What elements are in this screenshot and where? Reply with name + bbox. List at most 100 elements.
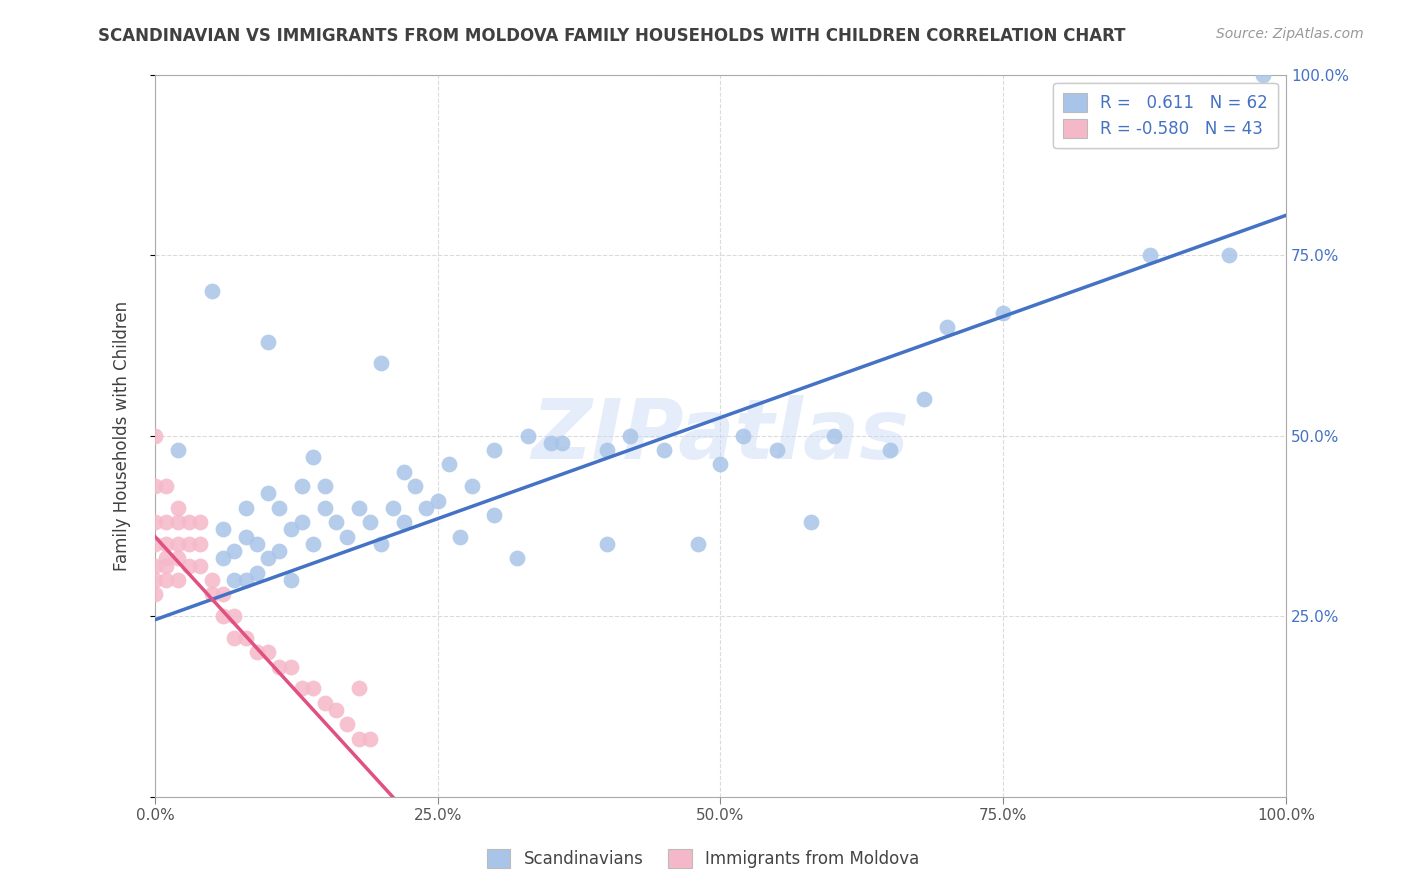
Point (224, 544, 246, 558)
Point (912, 392, 935, 407)
Point (517, 428, 540, 442)
Point (269, 500, 291, 515)
Point (506, 551, 529, 566)
Point (155, 479, 177, 493)
Y-axis label: Family Households with Children: Family Households with Children (114, 301, 131, 571)
Point (325, 703, 347, 717)
Point (224, 631, 246, 645)
Point (155, 551, 177, 566)
Point (188, 558, 211, 573)
Point (1253, 68, 1275, 82)
Point (166, 551, 188, 566)
Point (200, 573, 222, 587)
Point (392, 515, 415, 529)
Point (155, 537, 177, 551)
Point (166, 573, 188, 587)
Point (235, 573, 257, 587)
Point (177, 515, 200, 529)
Point (1218, 248, 1240, 262)
Point (709, 458, 731, 472)
Point (224, 609, 246, 624)
Point (246, 537, 269, 551)
Point (619, 428, 641, 442)
Point (212, 523, 235, 537)
Point (246, 566, 269, 580)
Point (449, 530, 471, 544)
Point (166, 537, 188, 551)
Point (302, 537, 325, 551)
Point (426, 493, 449, 508)
Point (935, 320, 957, 334)
Point (325, 515, 347, 529)
Point (143, 573, 166, 587)
Point (188, 537, 211, 551)
Point (336, 530, 359, 544)
Point (291, 479, 314, 493)
Point (381, 500, 404, 515)
Point (269, 544, 291, 558)
Point (1139, 248, 1161, 262)
Point (280, 523, 302, 537)
Point (257, 334, 280, 349)
Point (800, 515, 823, 529)
Point (257, 551, 280, 566)
Point (291, 515, 314, 529)
Point (166, 443, 188, 458)
Point (143, 587, 166, 601)
Point (143, 558, 166, 573)
Point (269, 659, 291, 673)
Point (291, 681, 314, 696)
Point (143, 515, 166, 529)
Point (314, 696, 336, 710)
Point (257, 645, 280, 659)
Point (257, 486, 280, 500)
Point (314, 479, 336, 493)
Point (484, 508, 506, 522)
Text: Source: ZipAtlas.com: Source: ZipAtlas.com (1216, 27, 1364, 41)
Point (177, 558, 200, 573)
Point (143, 428, 166, 442)
Legend: R =   0.611   N = 62, R = -0.580   N = 43: R = 0.611 N = 62, R = -0.580 N = 43 (1053, 83, 1278, 148)
Point (246, 645, 269, 659)
Point (370, 537, 392, 551)
Point (484, 443, 506, 458)
Point (347, 500, 370, 515)
Text: SCANDINAVIAN VS IMMIGRANTS FROM MOLDOVA FAMILY HOUSEHOLDS WITH CHILDREN CORRELAT: SCANDINAVIAN VS IMMIGRANTS FROM MOLDOVA … (98, 27, 1126, 45)
Point (823, 428, 845, 442)
Point (404, 479, 426, 493)
Point (166, 515, 188, 529)
Point (879, 443, 901, 458)
Point (212, 609, 235, 624)
Point (766, 443, 789, 458)
Point (415, 500, 437, 515)
Point (347, 681, 370, 696)
Point (460, 479, 482, 493)
Point (188, 515, 211, 529)
Point (686, 537, 709, 551)
Point (155, 558, 177, 573)
Point (235, 631, 257, 645)
Point (280, 659, 302, 673)
Point (200, 284, 222, 298)
Point (733, 428, 755, 442)
Point (155, 515, 177, 529)
Point (302, 450, 325, 465)
Point (235, 530, 257, 544)
Point (314, 500, 336, 515)
Point (302, 681, 325, 696)
Point (200, 587, 222, 601)
Point (993, 306, 1015, 320)
Legend: Scandinavians, Immigrants from Moldova: Scandinavians, Immigrants from Moldova (479, 842, 927, 875)
Point (224, 573, 246, 587)
Point (177, 537, 200, 551)
Point (359, 731, 381, 746)
Point (155, 573, 177, 587)
Point (551, 435, 574, 450)
Point (280, 573, 302, 587)
Point (540, 435, 562, 450)
Point (652, 443, 675, 458)
Point (370, 356, 392, 370)
Point (336, 717, 359, 731)
Point (235, 500, 257, 515)
Point (212, 551, 235, 566)
